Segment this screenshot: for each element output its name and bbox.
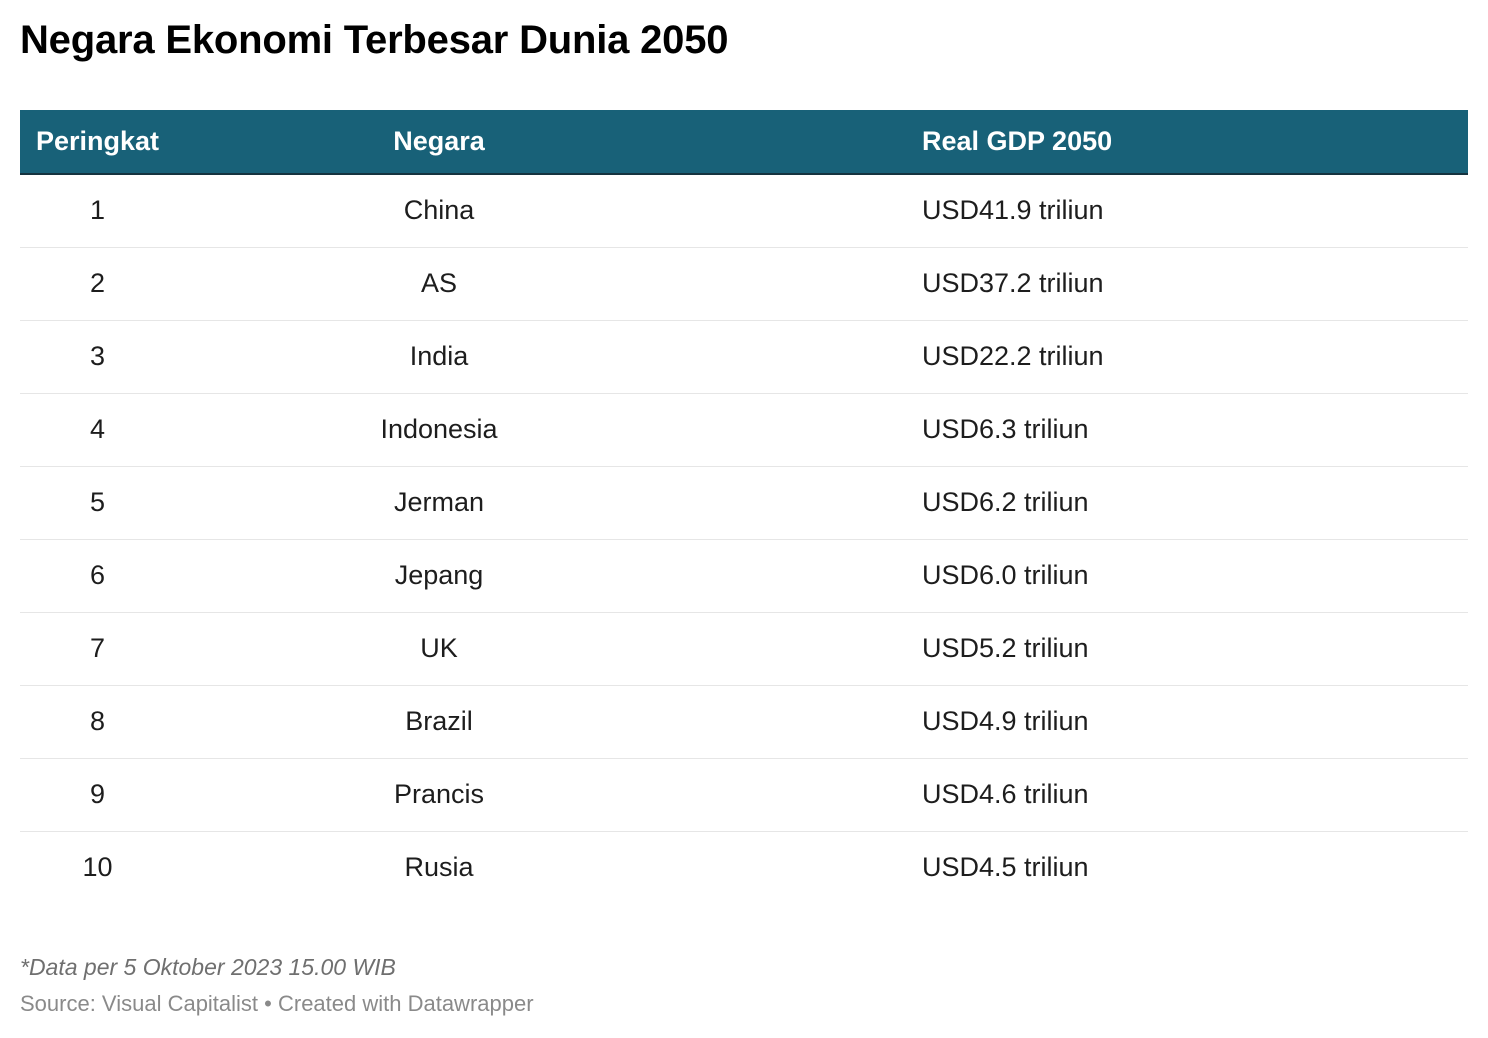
column-header-country: Negara <box>175 110 912 175</box>
chart-title: Negara Ekonomi Terbesar Dunia 2050 <box>20 18 729 62</box>
gdp-cell: USD41.9 triliun <box>922 195 1104 226</box>
table-row: 1 China USD41.9 triliun <box>20 174 1468 247</box>
gdp-cell: USD4.9 triliun <box>922 706 1089 736</box>
country-cell: Rusia <box>404 852 474 883</box>
rank-cell: 7 <box>89 633 106 663</box>
gdp-cell: USD6.0 triliun <box>922 560 1089 590</box>
table-row: 3 India USD22.2 triliun <box>20 320 1468 393</box>
gdp-cell: USD22.2 triliun <box>922 341 1104 371</box>
table-row: 5 Jerman USD6.2 triliun <box>20 466 1468 539</box>
rank-cell: 2 <box>89 268 106 298</box>
rank-cell: 1 <box>89 195 106 226</box>
source-credit: Source: Visual Capitalist • Created with… <box>20 991 534 1016</box>
column-header-gdp: Real GDP 2050 <box>912 110 1468 175</box>
data-note: *Data per 5 Oktober 2023 15.00 WIB <box>20 954 396 980</box>
country-cell: Indonesia <box>380 414 498 444</box>
rank-cell: 9 <box>89 779 106 809</box>
country-cell: Prancis <box>393 779 485 809</box>
table-row: 9 Prancis USD4.6 triliun <box>20 758 1468 831</box>
column-header-rank: Peringkat <box>20 110 175 175</box>
country-cell: Jerman <box>393 487 485 517</box>
table-row: 4 Indonesia USD6.3 triliun <box>20 393 1468 466</box>
rank-cell: 8 <box>89 706 106 736</box>
gdp-table: Peringkat Negara Real GDP 2050 1 China USD… <box>20 110 1468 904</box>
country-cell: India <box>409 341 469 371</box>
gdp-table-container: Peringkat Negara Real GDP 2050 1 China USD… <box>20 110 1468 904</box>
table-row: 10 Rusia USD4.5 triliun <box>20 831 1468 904</box>
rank-cell: 4 <box>89 414 106 444</box>
gdp-cell: USD6.3 triliun <box>922 414 1089 444</box>
gdp-cell: USD4.5 triliun <box>922 852 1089 883</box>
table-row: 7 UK USD5.2 triliun <box>20 612 1468 685</box>
table-row: 6 Jepang USD6.0 triliun <box>20 539 1468 612</box>
gdp-cell: USD5.2 triliun <box>922 633 1089 663</box>
table-body: 1 China USD41.9 triliun 2 AS USD37.2 triliun 3… <box>20 174 1468 904</box>
table-header-row: Peringkat Negara Real GDP 2050 <box>20 110 1468 175</box>
country-cell: China <box>403 195 475 226</box>
country-cell: Jepang <box>394 560 484 590</box>
table-row: 8 Brazil USD4.9 triliun <box>20 685 1468 758</box>
gdp-cell: USD37.2 triliun <box>922 268 1104 298</box>
rank-cell: 6 <box>89 560 106 590</box>
table-header: Peringkat Negara Real GDP 2050 <box>20 110 1468 175</box>
rank-cell: 3 <box>89 341 106 371</box>
country-cell: AS <box>420 268 458 298</box>
rank-cell: 10 <box>82 852 113 883</box>
rank-cell: 5 <box>89 487 106 517</box>
gdp-cell: USD4.6 triliun <box>922 779 1089 809</box>
gdp-cell: USD6.2 triliun <box>922 487 1089 517</box>
country-cell: Brazil <box>405 706 473 736</box>
table-row: 2 AS USD37.2 triliun <box>20 247 1468 320</box>
country-cell: UK <box>420 633 458 663</box>
